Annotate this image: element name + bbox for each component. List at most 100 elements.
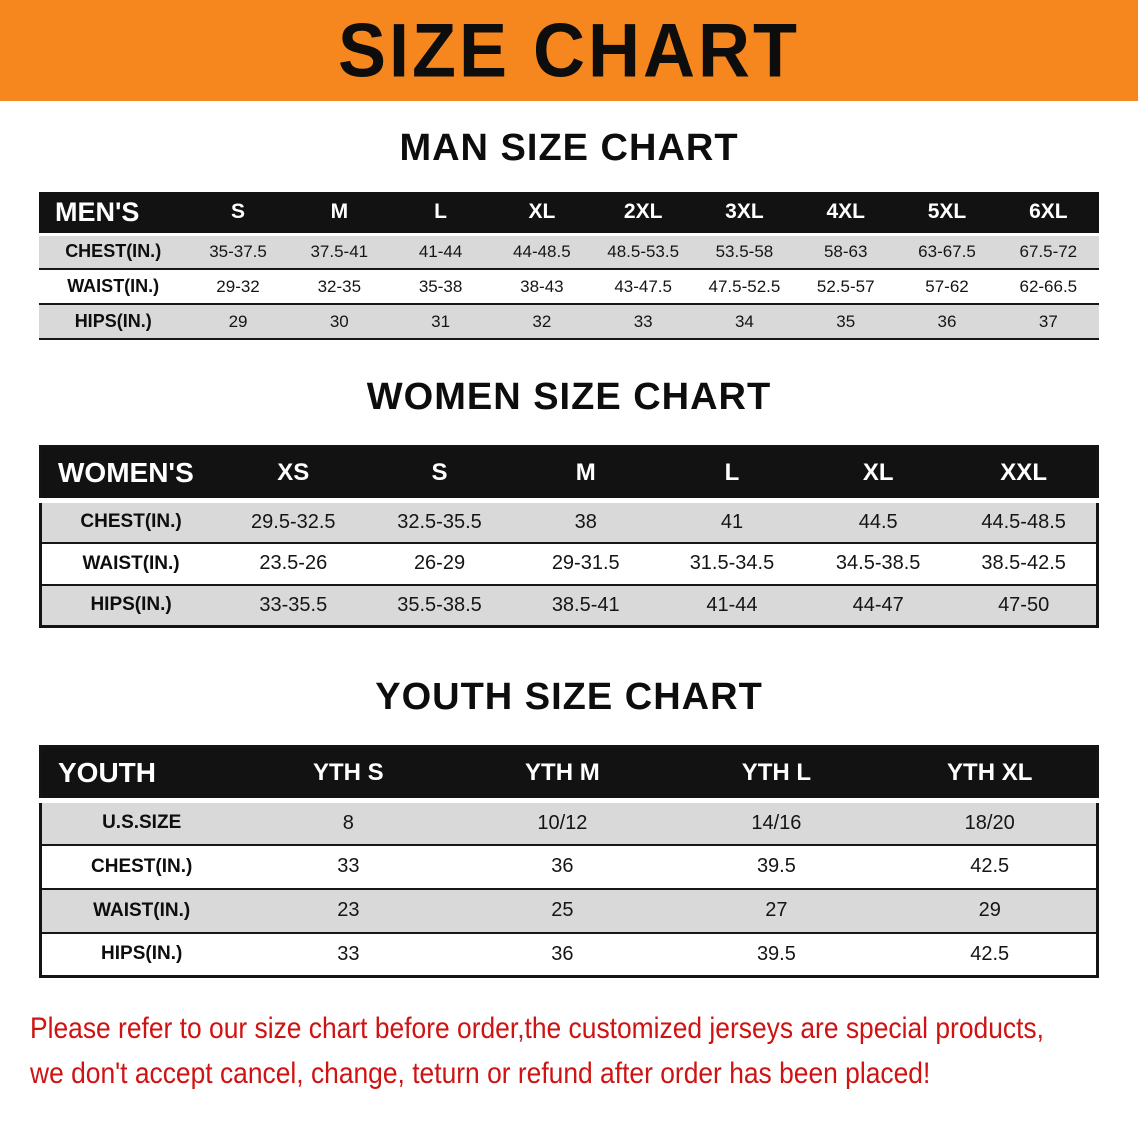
size-value-cell: 34 [734, 311, 754, 331]
size-row: HIPS(IN.) 29 30 31 32 33 34 35 36 37 [39, 304, 1099, 339]
size-value-cell: 18/20 [964, 811, 1015, 834]
table-title-cell: WOMEN'S [40, 446, 221, 503]
size-row: HIPS(IN.) 33-35.5 35.5-38.5 38.5-41 41-44 44-… [40, 584, 1098, 627]
size-header-cell: 4XL [795, 192, 897, 236]
size-header-cell: YTH S [241, 746, 456, 803]
size-value-cell: 36 [937, 311, 957, 331]
size-row: U.S.SIZE 8 10/12 14/16 18/20 [40, 800, 1098, 845]
size-header-cell: M [512, 446, 659, 503]
size-row: WAIST(IN.) 23.5-26 26-29 29-31.5 31.5-34.5 34… [40, 542, 1098, 585]
table-title-cell: YOUTH [40, 746, 242, 803]
table-title-cell: MEN'S [39, 192, 188, 236]
size-value-cell: 63-67.5 [918, 241, 976, 261]
size-value-cell: 31.5-34.5 [689, 552, 775, 574]
size-header-cell: 2XL [592, 192, 694, 236]
notice-line-2: we don't accept cancel, change, teturn o… [30, 1057, 931, 1090]
size-value-cell: 33-35.5 [259, 593, 328, 616]
size-value-cell: 62-66.5 [1019, 276, 1078, 296]
notice-line-1: Please refer to our size chart before or… [30, 1012, 1044, 1045]
size-value-cell: 42.5 [970, 942, 1010, 965]
size-value-cell: 36 [551, 855, 574, 877]
size-value-cell: 57-62 [925, 276, 969, 296]
size-row: CHEST(IN.) 29.5-32.5 32.5-35.5 38 41 44.5 44.5… [40, 500, 1098, 543]
size-value-cell: 29.5-32.5 [251, 510, 336, 533]
section-youth: YOUTH SIZE CHART YOUTH YTH S YTH M YTH L YTH… [0, 676, 1138, 978]
size-value-cell: 38 [574, 510, 597, 533]
page-title: SIZE CHART [338, 8, 800, 93]
size-value-cell: 31 [431, 311, 451, 331]
row-label-cell: HIPS(IN.) [74, 311, 152, 331]
men-section-heading: MAN SIZE CHART [399, 127, 739, 169]
size-value-cell: 23 [337, 899, 360, 921]
size-value-cell: 32-35 [317, 276, 362, 296]
youth-size-table: YOUTH YTH S YTH M YTH L YTH XL U.S.SIZE 8 10/12… [39, 745, 1099, 978]
size-header-cell: M [288, 192, 390, 236]
footer-notice: Please refer to our size chart before or… [30, 1006, 1138, 1096]
row-label-cell: U.S.SIZE [102, 812, 182, 834]
row-label-cell: HIPS(IN.) [90, 594, 172, 616]
size-value-cell: 53.5-58 [715, 241, 774, 261]
size-value-cell: 41-44 [706, 593, 758, 616]
size-value-cell: 58-63 [823, 241, 868, 261]
size-value-cell: 25 [551, 899, 574, 921]
size-value-cell: 38.5-41 [551, 593, 620, 616]
size-value-cell: 10/12 [537, 811, 588, 834]
size-header-cell: XS [220, 446, 367, 503]
youth-section-heading: YOUTH SIZE CHART [375, 676, 763, 718]
size-header-cell: YTH M [455, 746, 670, 803]
size-value-cell: 35-37.5 [209, 241, 267, 261]
size-header-cell: 3XL [693, 192, 796, 236]
row-label-cell: CHEST(IN.) [91, 855, 193, 877]
size-value-cell: 39.5 [756, 855, 796, 877]
size-header-cell: S [366, 446, 513, 503]
size-value-cell: 42.5 [970, 855, 1010, 877]
size-row: HIPS(IN.) 33 36 39.5 42.5 [40, 932, 1098, 977]
size-value-cell: 67.5-72 [1019, 241, 1078, 261]
size-value-cell: 33 [337, 942, 360, 965]
size-value-cell: 8 [342, 811, 354, 834]
size-value-cell: 39.5 [756, 942, 796, 965]
size-value-cell: 14/16 [751, 811, 802, 834]
size-row: CHEST(IN.) 35-37.5 37.5-41 41-44 44-48.5 48.5… [39, 234, 1099, 269]
size-value-cell: 34.5-38.5 [835, 552, 921, 574]
size-header-cell: XL [491, 192, 593, 236]
size-header-cell: 5XL [896, 192, 998, 236]
size-value-cell: 37 [1038, 311, 1058, 331]
banner: SIZE CHART [0, 0, 1138, 101]
mens-size-table: MEN'S S M L XL 2XL 3XL 4XL 5XL 6XL CHEST(IN.) 35-37… [39, 192, 1099, 340]
size-value-cell: 26-29 [413, 552, 466, 574]
size-value-cell: 44.5 [858, 510, 898, 533]
size-value-cell: 23.5-26 [259, 552, 328, 574]
size-value-cell: 30 [329, 311, 349, 331]
womens-size-table: WOMEN'S XS S M L XL XXL CHEST(IN.) 29.5-32.5 32.5… [39, 445, 1099, 628]
row-label-cell: CHEST(IN.) [65, 241, 162, 262]
size-value-cell: 29-32 [216, 276, 260, 296]
size-value-cell: 32.5-35.5 [397, 510, 482, 533]
size-value-cell: 48.5-53.5 [607, 241, 680, 261]
size-value-cell: 29 [228, 311, 248, 331]
size-value-cell: 32 [532, 311, 552, 331]
size-value-cell: 41-44 [418, 241, 463, 261]
size-row: WAIST(IN.) 23 25 27 29 [40, 888, 1098, 933]
size-value-cell: 33 [337, 855, 360, 877]
size-value-cell: 38.5-42.5 [981, 552, 1066, 574]
row-label-cell: WAIST(IN.) [67, 276, 160, 296]
header-row: YOUTH YTH S YTH M YTH L YTH XL [40, 746, 1098, 803]
size-value-cell: 44.5-48.5 [981, 510, 1066, 533]
size-header-cell: S [187, 192, 289, 236]
size-header-cell: YTH XL [883, 746, 1098, 803]
row-label-cell: WAIST(IN.) [93, 899, 191, 921]
section-men: MAN SIZE CHART MEN'S S M L XL 2XL 3XL 4XL 5XL 6XL… [0, 127, 1138, 340]
size-header-cell: L [658, 446, 806, 503]
size-value-cell: 35 [836, 311, 856, 331]
size-value-cell: 33 [633, 311, 653, 331]
size-value-cell: 47.5-52.5 [708, 276, 781, 296]
size-value-cell: 38-43 [520, 276, 564, 296]
size-value-cell: 47-50 [998, 593, 1050, 616]
size-row: WAIST(IN.) 29-32 32-35 35-38 38-43 43-47.5 47.… [39, 269, 1099, 304]
size-value-cell: 44-47 [852, 593, 904, 616]
row-label-cell: CHEST(IN.) [80, 511, 182, 533]
header-row: MEN'S S M L XL 2XL 3XL 4XL 5XL 6XL [39, 192, 1099, 236]
size-value-cell: 43-47.5 [614, 276, 672, 296]
